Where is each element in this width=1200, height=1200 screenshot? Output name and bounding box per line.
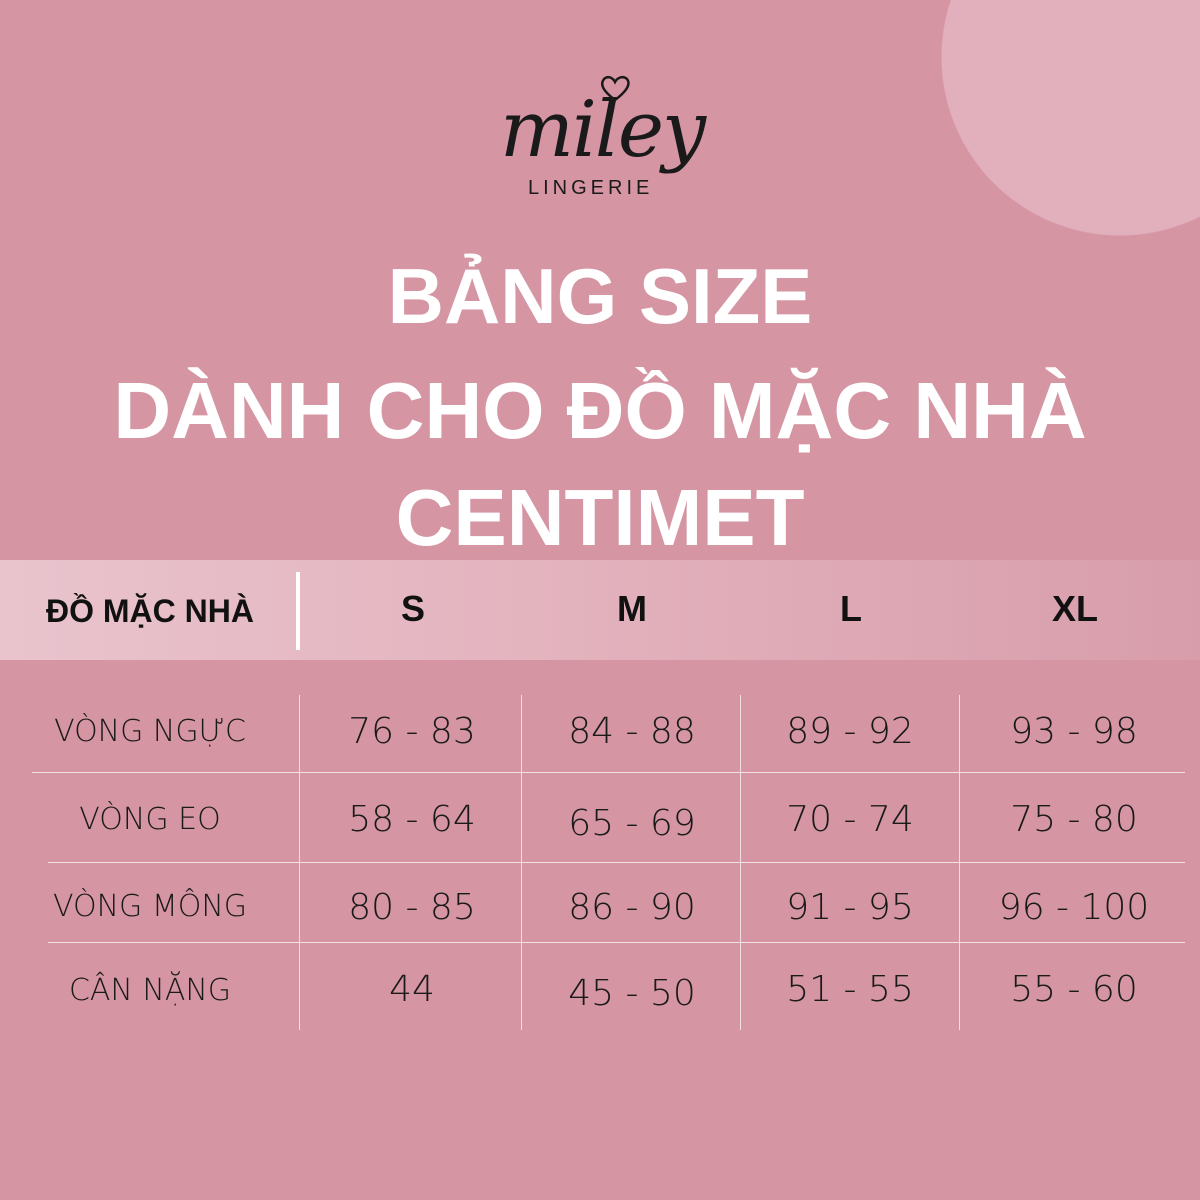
row-label: VÒNG EO (79, 802, 221, 837)
row-label: CÂN NẶNG (68, 973, 232, 1008)
cell: 75 - 80 (1010, 799, 1138, 840)
heart-icon (600, 75, 630, 102)
row-label: VÒNG NGỰC (54, 714, 246, 749)
row-divider (48, 862, 1185, 863)
size-xl: XL (1051, 588, 1098, 629)
cell: 55 - 60 (1010, 969, 1138, 1010)
cell: 70 - 74 (786, 799, 914, 840)
cell: 65 - 69 (568, 803, 696, 844)
row-divider (32, 772, 1185, 773)
cell: 96 - 100 (998, 887, 1150, 928)
cell: 44 (389, 969, 435, 1010)
cell: 86 - 90 (568, 887, 696, 928)
cell: 58 - 64 (348, 799, 476, 840)
size-m: M (617, 588, 647, 629)
row-divider (48, 942, 1185, 943)
title-line-1: BẢNG SIZE (387, 252, 813, 340)
cell: 93 - 98 (1010, 711, 1138, 752)
row-label: VÒNG MÔNG (52, 889, 248, 924)
logo-script: miley (500, 85, 706, 175)
size-l: L (840, 588, 862, 629)
logo-subtitle: LINGERIE (528, 177, 654, 199)
cell: 51 - 55 (786, 969, 914, 1010)
title-line-2: DÀNH CHO ĐỒ MẶC NHÀ (113, 366, 1087, 455)
cell: 91 - 95 (786, 887, 914, 928)
header-divider (296, 572, 300, 650)
table-header: ĐỒ MẶC NHÀ S M L XL (0, 560, 1200, 660)
brand-logo: miley LINGERIE (495, 60, 765, 230)
cell: 89 - 92 (786, 711, 914, 752)
cell: 45 - 50 (568, 973, 696, 1014)
cell: 84 - 88 (568, 711, 696, 752)
decorative-circle (940, 0, 1200, 236)
header-label: ĐỒ MẶC NHÀ (46, 593, 254, 629)
title-line-3: CENTIMET (395, 473, 805, 562)
size-s: S (400, 588, 425, 629)
cell: 80 - 85 (348, 887, 476, 928)
cell: 76 - 83 (348, 711, 476, 752)
